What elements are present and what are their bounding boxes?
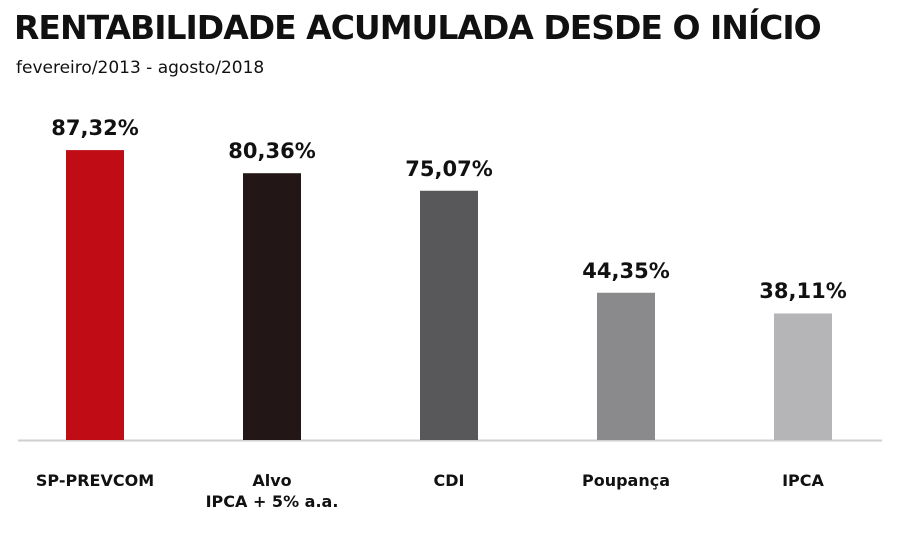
x-tick-label: Alvo IPCA + 5% a.a.: [205, 471, 339, 511]
value-label: 44,35%: [582, 258, 670, 283]
bar: [420, 190, 478, 440]
chart-subtitle: fevereiro/2013 - agosto/2018: [16, 58, 265, 78]
value-label: 87,32%: [51, 116, 139, 141]
bar: [774, 313, 832, 440]
bar: [243, 173, 301, 440]
chart-title: RENTABILIDADE ACUMULADA DESDE O INÍCIO: [14, 8, 822, 47]
bar: [66, 150, 124, 440]
value-label: 38,11%: [759, 279, 847, 304]
x-tick-label: SP-PREVCOM: [35, 471, 155, 490]
x-tick-label: IPCA: [782, 471, 824, 490]
x-tick-label: Poupança: [581, 471, 671, 490]
x-tick-label: CDI: [433, 471, 465, 490]
bar: [597, 292, 655, 440]
value-label: 75,07%: [405, 156, 493, 181]
value-label: 80,36%: [228, 139, 316, 164]
